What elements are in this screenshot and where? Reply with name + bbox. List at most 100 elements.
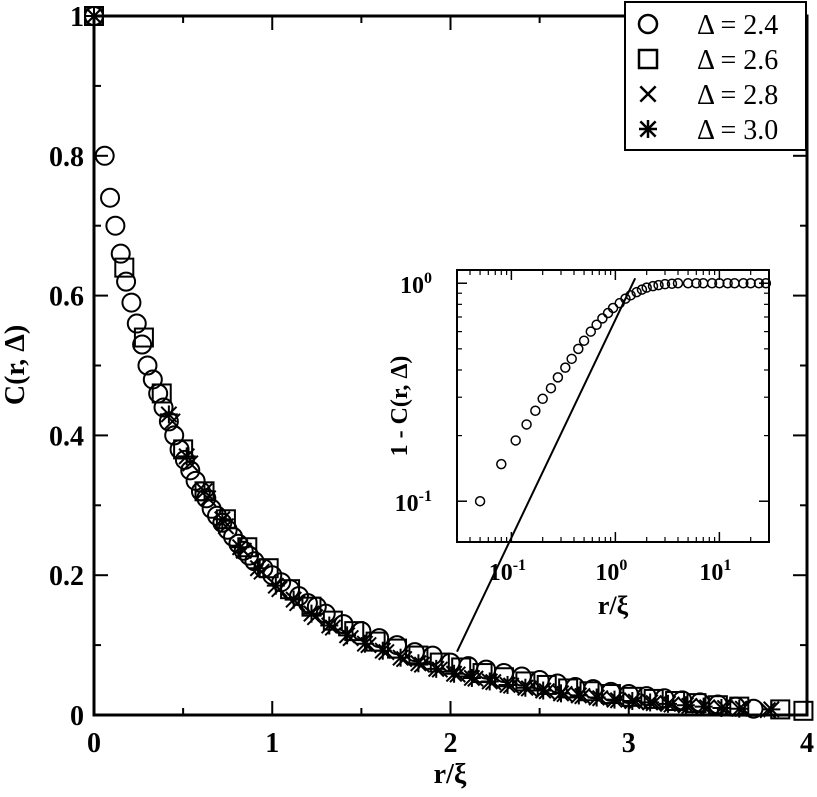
- inset-point: [521, 419, 532, 430]
- main-point: [658, 694, 677, 713]
- main-point: [195, 482, 214, 501]
- legend-label: Δ = 3.0: [697, 115, 778, 146]
- main-point: [177, 447, 196, 466]
- main-point: [153, 397, 174, 418]
- inset-point: [682, 277, 694, 289]
- inset-x-tick-label: 100: [595, 557, 627, 586]
- inset-point: [496, 458, 507, 470]
- inset-point: [573, 343, 584, 355]
- inset-y-tick-label: 10-1: [395, 488, 432, 517]
- main-point: [280, 579, 301, 600]
- inset-point: [706, 277, 718, 289]
- inset-point: [636, 284, 648, 295]
- main-point: [445, 664, 464, 683]
- inset-series-1: [474, 277, 772, 507]
- main-ticks: 0 1 2 3 4 0 0.2 0.4 0.6 0.8 1: [49, 2, 814, 759]
- inset-point: [597, 313, 608, 324]
- inset-background: [457, 270, 769, 542]
- main-data-marks: [84, 6, 814, 721]
- legend-item: Δ = 2.4: [637, 10, 778, 41]
- main-point: [462, 668, 481, 687]
- legend-items: Δ = 2.4 Δ = 2.6 Δ = 2.8 Δ = 3.0: [637, 10, 778, 146]
- main-point: [217, 519, 238, 540]
- inset-point: [510, 435, 521, 446]
- main-point: [360, 636, 377, 654]
- main-point: [121, 292, 142, 313]
- main-point: [233, 540, 254, 561]
- main-point: [266, 576, 285, 595]
- main-point: [395, 650, 413, 668]
- main-point: [712, 699, 731, 718]
- inset-y-axis-title: 1 - C(r, Δ): [387, 356, 413, 457]
- main-point: [623, 692, 642, 711]
- main-point: [213, 510, 232, 529]
- inset-chart: 10-1 100 101 10-1 100 r/ξ 1 - C(r, Δ): [387, 269, 772, 653]
- inset-point: [647, 280, 659, 292]
- main-point: [173, 439, 194, 460]
- main-y-tick-label: 1: [70, 2, 84, 33]
- inset-point: [641, 282, 652, 293]
- main-point: [552, 684, 571, 703]
- main-point: [355, 634, 374, 653]
- main-point: [498, 675, 517, 694]
- inset-point: [545, 382, 557, 394]
- inset-ticks: 10-1 100 101 10-1 100: [395, 270, 770, 586]
- inset-point: [530, 405, 541, 417]
- main-point: [391, 648, 410, 667]
- main-point: [793, 700, 814, 721]
- main-point: [338, 626, 357, 645]
- main-y-axis-title: C(r, Δ): [0, 325, 31, 405]
- legend-marker: [639, 85, 657, 103]
- legend-item: Δ = 3.0: [639, 115, 778, 146]
- main-point: [126, 313, 147, 334]
- main-point: [320, 616, 339, 635]
- main-y-tick-label: 0.8: [49, 142, 84, 173]
- legend-item: Δ = 2.6: [637, 45, 778, 76]
- legend-label: Δ = 2.8: [697, 80, 778, 111]
- inset-y-tick-label: 100: [400, 270, 432, 299]
- main-point: [451, 657, 472, 678]
- main-point: [302, 604, 321, 623]
- inset-point: [666, 278, 678, 289]
- inset-x-axis-title: r/ξ: [598, 591, 629, 620]
- main-point: [297, 593, 318, 614]
- main-point: [569, 686, 588, 705]
- inset-point: [631, 286, 642, 298]
- inset-point: [591, 319, 602, 330]
- legend-marker: [637, 48, 659, 70]
- inset-point: [659, 278, 671, 290]
- main-point: [284, 590, 303, 609]
- inset-point: [566, 353, 577, 365]
- inset-x-tick-label: 101: [699, 557, 731, 586]
- main-point: [605, 690, 624, 709]
- inset-point: [691, 277, 702, 289]
- main-point: [676, 696, 695, 715]
- main-point: [180, 460, 201, 481]
- inset-point: [653, 279, 664, 291]
- legend-label: Δ = 2.4: [697, 10, 778, 41]
- main-point: [110, 243, 131, 264]
- main-point: [248, 559, 267, 578]
- inset-point: [745, 277, 756, 289]
- inset-x-tick-label: 10-1: [489, 557, 526, 586]
- main-point: [100, 187, 121, 208]
- main-point: [324, 619, 342, 636]
- main-point: [587, 688, 606, 707]
- main-point: [116, 271, 137, 292]
- main-point: [137, 355, 158, 376]
- main-point: [132, 334, 153, 355]
- main-point: [344, 621, 365, 642]
- main-y-tick-label: 0.2: [49, 561, 84, 592]
- main-x-tick-label: 2: [444, 728, 458, 759]
- main-point: [534, 681, 553, 700]
- legend: Δ = 2.4 Δ = 2.6 Δ = 2.8 Δ = 3.0: [624, 1, 807, 151]
- main-point: [579, 681, 600, 702]
- main-x-tick-label: 1: [265, 728, 279, 759]
- main-point: [480, 672, 499, 691]
- legend-marker: [639, 120, 657, 138]
- inset-point: [625, 290, 636, 301]
- main-point: [133, 327, 154, 348]
- main-y-tick-label: 0: [70, 701, 84, 732]
- legend-label: Δ = 2.6: [697, 45, 778, 76]
- inset-point: [537, 393, 548, 405]
